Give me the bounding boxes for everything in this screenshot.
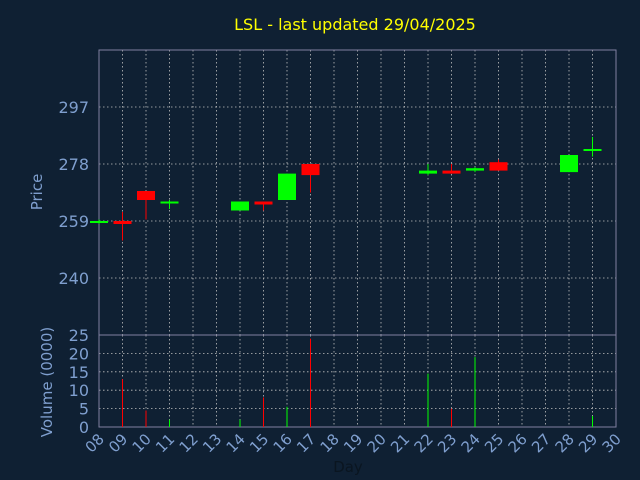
day-tick-label: 09 <box>105 430 131 456</box>
day-tick-label: 17 <box>293 430 319 456</box>
day-tick-label: 27 <box>528 430 554 456</box>
day-tick-label: 13 <box>199 430 225 456</box>
day-tick-label: 18 <box>317 430 343 456</box>
day-tick-label: 21 <box>387 430 413 456</box>
volume-tick-label: 20 <box>69 344 89 363</box>
candle-body <box>137 191 155 200</box>
candle-body <box>442 170 461 174</box>
candle-body <box>254 201 273 205</box>
candle-body <box>560 155 578 173</box>
candle-body <box>231 201 249 211</box>
candle-body <box>489 162 508 171</box>
price-tick-label: 278 <box>58 155 89 174</box>
price-tick-label: 297 <box>58 98 89 117</box>
day-tick-label: 23 <box>434 430 460 456</box>
day-tick-label: 22 <box>411 430 437 456</box>
volume-tick-label: 10 <box>69 381 89 400</box>
grid-lines <box>98 50 617 428</box>
day-tick-label: 29 <box>575 430 601 456</box>
candle-body <box>160 201 179 204</box>
candle-body <box>301 164 320 176</box>
candle-body <box>90 221 108 223</box>
day-tick-label: 19 <box>340 430 366 456</box>
chart-title: LSL - last updated 29/04/2025 <box>234 15 476 34</box>
volume-panel-frame <box>98 334 617 428</box>
candle-body <box>278 173 296 200</box>
day-tick-label: 20 <box>364 430 390 456</box>
price-tick-label: 259 <box>58 212 89 231</box>
day-tick-label: 28 <box>552 430 578 456</box>
day-tick-label: 15 <box>246 430 272 456</box>
day-tick-label: 26 <box>505 430 531 456</box>
day-tick-label: 16 <box>270 430 296 456</box>
day-tick-label: 14 <box>223 430 249 456</box>
volume-axis-label: Volume (0000) <box>38 327 56 437</box>
candle-body <box>466 168 484 171</box>
candle-body <box>419 170 437 174</box>
volume-tick-label: 5 <box>79 400 89 419</box>
volume-tick-label: 25 <box>69 326 89 345</box>
volume-tick-label: 15 <box>69 363 89 382</box>
volume-tick-label: 0 <box>79 418 89 437</box>
day-tick-label: 12 <box>176 430 202 456</box>
candle-body <box>113 221 132 224</box>
day-tick-label: 30 <box>599 430 625 456</box>
day-tick-label: 10 <box>129 430 155 456</box>
price-panel-frame <box>98 49 617 336</box>
day-tick-label: 24 <box>458 430 484 456</box>
day-axis-label: Day <box>333 458 363 476</box>
price-tick-label: 240 <box>58 269 89 288</box>
day-tick-label: 25 <box>481 430 507 456</box>
price-axis-label: Price <box>28 174 46 211</box>
day-tick-label: 11 <box>152 430 178 456</box>
candle-body <box>583 149 602 151</box>
